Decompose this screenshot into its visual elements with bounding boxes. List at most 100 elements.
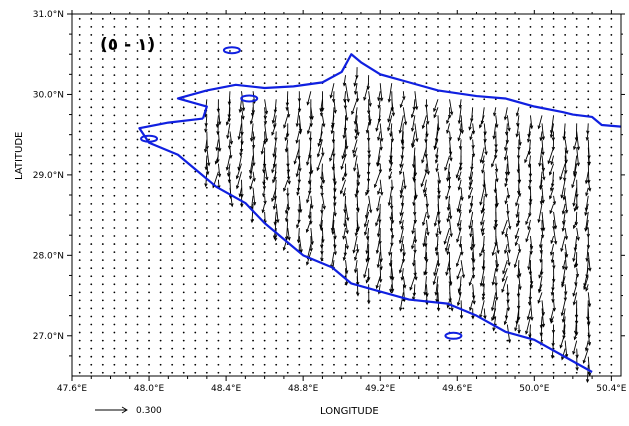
- current-vector-head: [507, 262, 511, 267]
- grid-dot: [136, 371, 139, 374]
- grid-dot: [240, 82, 243, 85]
- grid-dot: [333, 283, 335, 286]
- current-vector-head: [390, 220, 395, 225]
- grid-dot: [205, 42, 208, 44]
- grid-dot: [610, 194, 613, 197]
- grid-dot: [263, 339, 266, 342]
- grid-dot: [460, 371, 463, 374]
- current-vector-head: [444, 247, 449, 252]
- grid-dot: [148, 194, 150, 197]
- grid-dot: [194, 146, 197, 149]
- grid-dot: [344, 25, 347, 28]
- current-vector: [562, 260, 566, 270]
- grid-dot: [506, 355, 509, 358]
- grid-dot: [437, 315, 439, 318]
- current-vector-head: [515, 202, 519, 207]
- current-vector-head: [529, 250, 533, 255]
- grid-dot: [229, 202, 231, 205]
- grid-dot: [575, 106, 578, 109]
- grid-dot: [182, 323, 185, 326]
- current-vector-head: [379, 258, 383, 263]
- current-vector-head: [515, 112, 520, 117]
- grid-dot: [194, 114, 197, 117]
- current-vector-head: [449, 233, 453, 238]
- grid-dot: [390, 355, 393, 358]
- grid-dot: [90, 90, 93, 93]
- grid-dot: [240, 235, 243, 237]
- current-vector-head: [377, 104, 381, 109]
- grid-dot: [217, 251, 220, 254]
- current-vector: [401, 219, 404, 229]
- current-vector-head: [434, 291, 438, 296]
- current-vector: [518, 244, 521, 253]
- current-vector-head: [515, 320, 519, 325]
- current-vector-head: [456, 275, 460, 280]
- grid-dot: [182, 25, 185, 28]
- grid-dot: [598, 210, 601, 213]
- current-vector: [528, 155, 531, 168]
- grid-dot: [529, 50, 532, 52]
- current-vector-head: [389, 133, 393, 138]
- current-vector-head: [529, 280, 534, 285]
- grid-dot: [356, 347, 358, 350]
- current-vector-head: [444, 167, 448, 172]
- current-vector-head: [414, 106, 419, 111]
- grid-dot: [298, 259, 301, 262]
- current-vector: [387, 115, 393, 131]
- grid-dot: [610, 219, 613, 221]
- current-vector: [283, 179, 289, 192]
- grid-dot: [518, 98, 520, 101]
- grid-dot: [159, 194, 162, 197]
- grid-dot: [148, 42, 150, 44]
- grid-dot: [205, 275, 208, 278]
- grid-dot: [240, 323, 243, 326]
- current-vector-head: [562, 265, 566, 270]
- current-vector: [413, 284, 416, 296]
- grid-dot: [610, 347, 613, 350]
- current-vector-head: [514, 242, 518, 247]
- current-vector-head: [584, 207, 589, 212]
- current-vector-head: [479, 253, 483, 258]
- grid-dot: [448, 42, 451, 44]
- grid-dot: [171, 58, 174, 60]
- grid-dot: [263, 50, 266, 52]
- current-vector-head: [389, 216, 393, 221]
- grid-dot: [171, 283, 174, 286]
- grid-dot: [275, 66, 278, 68]
- current-vector-head: [586, 316, 590, 321]
- grid-dot: [148, 251, 150, 254]
- current-vector-head: [400, 202, 405, 207]
- grid-dot: [252, 283, 254, 286]
- grid-dot: [182, 90, 185, 93]
- grid-dot: [252, 17, 254, 20]
- grid-dot: [298, 58, 301, 60]
- current-vector: [343, 187, 346, 196]
- grid-dot: [229, 291, 231, 294]
- current-vector-head: [434, 138, 439, 143]
- current-vector: [413, 147, 416, 168]
- current-vector-head: [461, 274, 466, 279]
- current-vector-head: [494, 242, 498, 247]
- grid-dot: [205, 283, 208, 286]
- current-vector-head: [402, 284, 407, 289]
- current-vector: [333, 227, 336, 239]
- grid-dot: [448, 355, 451, 358]
- grid-dot: [425, 323, 428, 326]
- grid-dot: [356, 331, 358, 334]
- grid-dot: [125, 194, 127, 197]
- current-vector-head: [227, 114, 231, 119]
- current-vector-head: [251, 110, 256, 115]
- current-vector: [411, 235, 416, 249]
- current-vector-head: [237, 136, 241, 141]
- current-vector: [355, 115, 358, 133]
- grid-dot: [506, 66, 509, 68]
- current-vector-head: [388, 168, 393, 173]
- current-vector-head: [516, 169, 521, 174]
- current-vector-head: [562, 330, 566, 335]
- grid-dot: [483, 363, 486, 366]
- grid-dot: [171, 210, 174, 213]
- current-vector: [433, 260, 439, 276]
- grid-dot: [194, 235, 197, 237]
- current-vector: [482, 195, 485, 212]
- current-vector: [400, 187, 404, 198]
